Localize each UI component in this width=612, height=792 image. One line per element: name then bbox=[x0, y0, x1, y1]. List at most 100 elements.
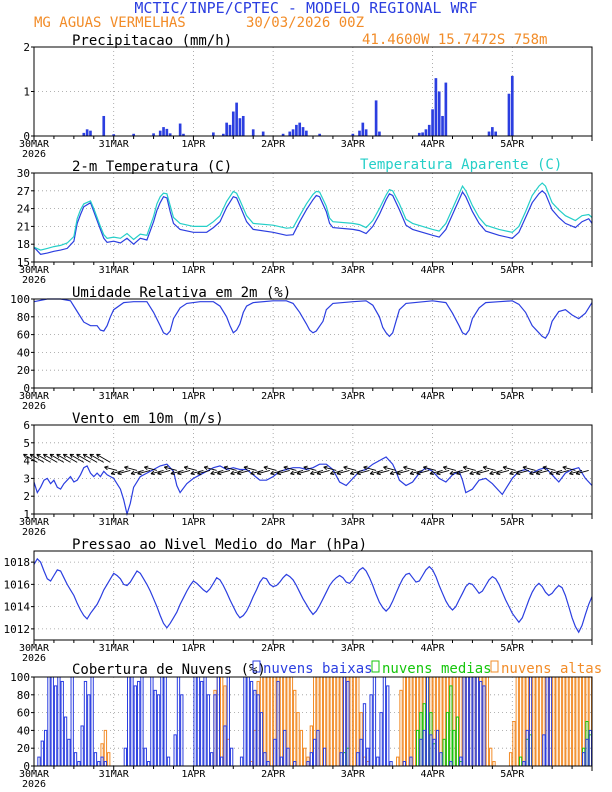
cloud-bar-altas bbox=[535, 676, 539, 767]
legend-swatch-altas bbox=[490, 660, 499, 673]
wind-arrow-head bbox=[256, 470, 261, 475]
wind-arrow bbox=[150, 469, 164, 475]
precip-bar bbox=[231, 111, 235, 136]
cloud-bar-baixas bbox=[163, 676, 167, 767]
cloud-bar-altas bbox=[409, 676, 413, 767]
precip-bar bbox=[182, 133, 185, 136]
rh-ytick-label: 80 bbox=[17, 311, 30, 324]
cloud-bar-medias bbox=[445, 712, 450, 767]
wind-arrow-head bbox=[456, 473, 461, 476]
cloud-bar-medias bbox=[455, 716, 460, 767]
wind-panel: 1 2 3 4 5 6 30MAR 31MAR 1APR 2APR 3APR 4APR 5APR 2026 bbox=[19, 419, 593, 538]
cloud-bar-baixas bbox=[43, 729, 48, 767]
precip-title: Precipitacao (mm/h) bbox=[72, 33, 232, 49]
wind-arrow-head bbox=[49, 454, 53, 459]
wind-arrow-head bbox=[416, 473, 421, 476]
wind-arrow-head bbox=[469, 470, 474, 475]
wind-series-line-0 bbox=[33, 456, 593, 517]
precip-bar bbox=[178, 123, 182, 136]
wind-arrow-head bbox=[296, 470, 301, 475]
wind-arrow-head bbox=[429, 470, 434, 475]
rh-frame bbox=[33, 298, 593, 389]
wind-arrow bbox=[230, 469, 244, 475]
precip-bar bbox=[441, 115, 444, 136]
wind-arrow-head bbox=[29, 454, 33, 459]
cloud-bar-altas bbox=[565, 676, 569, 767]
wind-arrow-head bbox=[403, 465, 408, 468]
precip-panel: 0 1 2 30MAR 31MAR 1APR 2APR 3APR 4APR 5APR 2026 bbox=[19, 41, 593, 160]
wind-arrow-head bbox=[363, 466, 367, 471]
cloud-bar-medias bbox=[415, 729, 420, 767]
wind-title: Vento em 10m (m/s) bbox=[72, 411, 224, 427]
wind-arrow-head bbox=[150, 470, 155, 475]
slp-ytick-label: 1016 bbox=[4, 578, 31, 591]
slp-xtick-label: 3APR bbox=[341, 643, 366, 654]
precip-bar bbox=[291, 129, 295, 136]
cloud-bar-baixas bbox=[548, 676, 553, 767]
wind-arrow-head bbox=[104, 465, 109, 468]
cloud-bar-baixas bbox=[133, 685, 137, 767]
wind-arrow-head bbox=[270, 470, 274, 475]
cloud-bar-baixas bbox=[439, 752, 443, 767]
cloud-bar-altas bbox=[522, 676, 526, 767]
precip-bar bbox=[507, 93, 511, 136]
wind-arrow bbox=[157, 469, 171, 475]
wind-arrow bbox=[549, 469, 563, 475]
cloud-bar-altas bbox=[412, 676, 416, 767]
legend-medias: nuvens medias bbox=[382, 661, 492, 677]
wind-arrow bbox=[43, 453, 58, 463]
cloud-bar-baixas bbox=[425, 676, 430, 767]
wind-arrow bbox=[63, 453, 78, 463]
wind-arrow-head bbox=[369, 470, 374, 475]
precip-ytick-label: 0 bbox=[23, 130, 30, 143]
cloud-bar-baixas bbox=[376, 756, 380, 767]
figure-title: MCTIC/INPE/CPTEC - MODELO REGIONAL WRF bbox=[134, 0, 477, 17]
wind-arrow bbox=[316, 469, 330, 475]
wind-arrow-head bbox=[516, 473, 521, 476]
wind-arrow bbox=[576, 469, 589, 475]
wind-arrow bbox=[130, 469, 144, 475]
wind-arrow-head bbox=[316, 470, 321, 475]
wind-arrow-head bbox=[297, 473, 302, 476]
wind-arrow bbox=[443, 466, 456, 471]
cloud-bar-baixas bbox=[87, 694, 91, 767]
station-name: MG AGUAS VERMELHAS bbox=[34, 15, 186, 31]
wind-arrow-head bbox=[469, 473, 474, 476]
precip-bar bbox=[165, 128, 169, 136]
wind-arrow bbox=[111, 469, 124, 475]
rh-ytick-label: 60 bbox=[17, 329, 30, 342]
wind-arrow-head bbox=[210, 470, 214, 475]
cloud-bar-baixas bbox=[173, 734, 177, 767]
wind-ytick-label: 3 bbox=[23, 472, 30, 485]
wind-arrow bbox=[502, 466, 516, 471]
station-coords: 41.4600W 15.7472S 758m bbox=[362, 32, 547, 48]
wind-arrow-head bbox=[43, 454, 46, 459]
wind-arrow-head bbox=[170, 473, 175, 476]
wind-arrow bbox=[243, 466, 257, 471]
precip-bar bbox=[421, 132, 424, 136]
wind-arrow bbox=[336, 469, 350, 475]
wind-arrow-head bbox=[443, 465, 448, 468]
cloud-bar-baixas bbox=[449, 761, 453, 767]
precip-bar bbox=[82, 132, 86, 136]
wind-arrow-head bbox=[223, 465, 229, 468]
temp-ytick-label: 30 bbox=[17, 167, 30, 180]
wind-arrow-head bbox=[409, 470, 414, 475]
legend-altas: nuvens altas bbox=[501, 661, 602, 677]
wind-arrow-head bbox=[343, 465, 348, 468]
wind-arrow-head bbox=[230, 473, 235, 476]
wind-arrow-head bbox=[496, 473, 501, 476]
precip-bar bbox=[228, 124, 232, 136]
wind-ytick-label: 6 bbox=[23, 419, 30, 432]
wind-arrow-head bbox=[562, 466, 567, 471]
temp-title: 2-m Temperatura (C) bbox=[72, 159, 232, 175]
rh-xtick-label: 3APR bbox=[341, 391, 366, 402]
wind-arrow bbox=[449, 469, 463, 475]
cloud-bar-baixas bbox=[422, 729, 426, 767]
wind-arrow-head bbox=[117, 473, 122, 476]
wind-arrow-head bbox=[383, 466, 387, 471]
wind-arrow bbox=[403, 466, 417, 471]
wind-arrow-head bbox=[177, 473, 182, 476]
temp-xtick-label: 4APR bbox=[421, 265, 446, 276]
wind-arrow-head bbox=[336, 470, 341, 475]
